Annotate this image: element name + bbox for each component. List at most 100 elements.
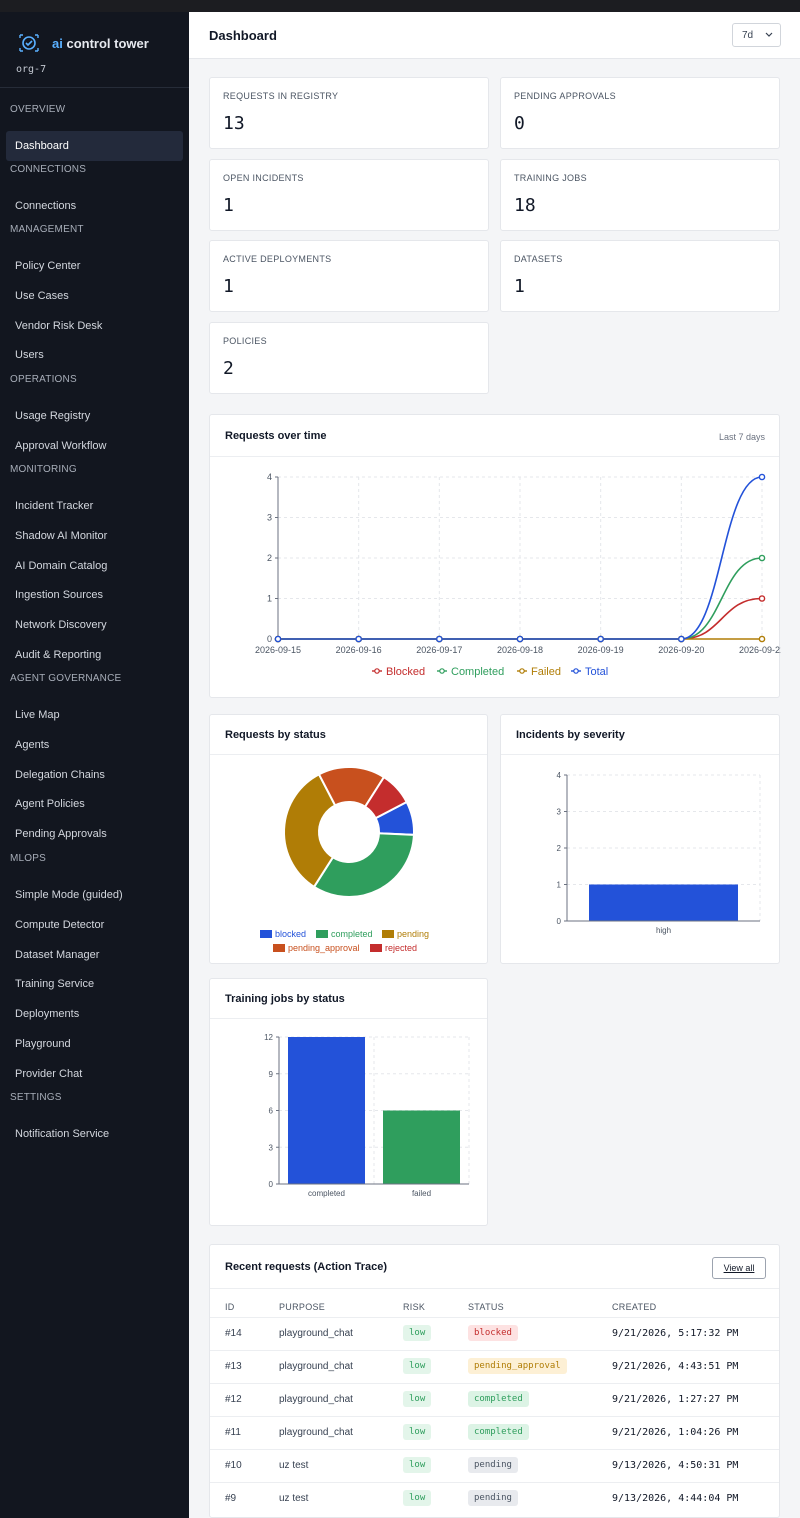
card-header: Requests by status (210, 715, 487, 755)
nav-section-settings: SETTINGS (10, 1092, 62, 1103)
sidebar-item-incident-tracker[interactable]: Incident Tracker (15, 500, 94, 512)
legend-swatch (260, 930, 272, 938)
legend-label-pending-approval: pending_approval (288, 943, 360, 953)
legend-label-completed: completed (331, 929, 373, 939)
stat-label: TRAINING JOBS (514, 172, 587, 183)
x-tick-label: 2026-09-15 (255, 645, 301, 655)
created-timestamp: 9/21/2026, 5:17:32 PM (612, 1328, 739, 1339)
x-tick-label: 2026-09-21 (739, 645, 781, 655)
sidebar-item-audit-reporting[interactable]: Audit & Reporting (15, 649, 102, 661)
legend-marker (439, 668, 445, 674)
sidebar-item-deployments[interactable]: Deployments (15, 1008, 80, 1020)
nav-section-agent-governance: AGENT GOVERNANCE (10, 673, 122, 684)
sidebar-item-policy-center[interactable]: Policy Center (15, 260, 81, 272)
stat-card-open-incidents: OPEN INCIDENTS 1 (209, 158, 489, 231)
sidebar-item-compute-detector[interactable]: Compute Detector (15, 919, 105, 931)
bar-high (589, 884, 738, 921)
legend-marker (374, 668, 380, 674)
sidebar-item-network-discovery[interactable]: Network Discovery (15, 619, 107, 631)
request-id: #11 (225, 1427, 241, 1438)
sidebar-item-ingestion-sources[interactable]: Ingestion Sources (15, 589, 104, 601)
status-badge: pending (468, 1490, 518, 1506)
legend-swatch (316, 930, 328, 938)
sidebar-item-dashboard[interactable]: Dashboard (6, 131, 183, 161)
status-badge: blocked (468, 1325, 518, 1341)
legend-label-blocked: blocked (275, 929, 306, 939)
sidebar-item-shadow-ai-monitor[interactable]: Shadow AI Monitor (15, 530, 108, 542)
request-purpose: playground_chat (279, 1361, 353, 1372)
page-header: Dashboard 7d (189, 12, 800, 59)
stat-label: POLICIES (223, 335, 267, 346)
table-row[interactable]: #10 uz test low pending 9/13/2026, 4:50:31 P… (210, 1449, 779, 1482)
table-row[interactable]: #13 playground_chat low pending_approval 9/2… (210, 1350, 779, 1383)
risk-badge: low (403, 1457, 432, 1473)
sidebar-item-dataset-manager[interactable]: Dataset Manager (15, 949, 100, 961)
view-all-button[interactable]: View all (712, 1257, 766, 1279)
sidebar-item-pending-approvals[interactable]: Pending Approvals (15, 828, 107, 840)
sidebar-item-simple-mode-guided[interactable]: Simple Mode (guided) (15, 889, 123, 901)
sidebar-item-provider-chat[interactable]: Provider Chat (15, 1068, 83, 1080)
sidebar-item-agent-policies[interactable]: Agent Policies (15, 798, 85, 810)
y-tick-label: 3 (269, 1143, 274, 1152)
y-tick-label: 9 (269, 1070, 274, 1079)
status-badge: completed (468, 1391, 529, 1407)
request-purpose: uz test (279, 1460, 309, 1471)
sidebar-item-delegation-chains[interactable]: Delegation Chains (15, 769, 105, 781)
sidebar-item-users[interactable]: Users (15, 349, 44, 361)
status-badge: completed (468, 1424, 529, 1440)
y-tick-label: 0 (267, 634, 272, 644)
sidebar-item-notification-service[interactable]: Notification Service (15, 1128, 110, 1140)
risk-badge: low (403, 1490, 432, 1506)
table-row[interactable]: #12 playground_chat low completed 9/21/2026,… (210, 1383, 779, 1416)
card-header: Incidents by severity (501, 715, 779, 755)
table-row[interactable]: #11 playground_chat low completed 9/21/2026,… (210, 1416, 779, 1449)
y-tick-label: 2 (267, 553, 272, 563)
sidebar-item-connections[interactable]: Connections (15, 200, 77, 212)
x-tick-label: 2026-09-18 (497, 645, 543, 655)
stat-card-pending-approvals: PENDING APPROVALS 0 (500, 77, 780, 149)
sidebar-item-approval-workflow[interactable]: Approval Workflow (15, 440, 107, 452)
legend-label-completed: Completed (451, 666, 504, 678)
legend-swatch (273, 944, 285, 952)
sidebar-item-live-map[interactable]: Live Map (15, 709, 60, 721)
sidebar-item-vendor-risk-desk[interactable]: Vendor Risk Desk (15, 320, 103, 332)
stat-card-training-jobs: TRAINING JOBS 18 (500, 158, 780, 231)
data-point-total (597, 635, 604, 643)
slice-pending (283, 772, 337, 889)
data-point-failed (758, 635, 766, 643)
card-header: Training jobs by status (210, 979, 487, 1019)
y-tick-label: 3 (267, 513, 272, 523)
stat-card-policies: POLICIES 2 (209, 321, 489, 394)
data-point-total (758, 473, 766, 481)
card-header: Requests over time Last 7 days (210, 415, 779, 457)
card-header: Recent requests (Action Trace) View all (210, 1245, 779, 1289)
legend-swatch (370, 944, 382, 952)
column-header-risk: RISK (403, 1302, 426, 1312)
brand-name: ai control tower (52, 35, 149, 51)
stat-value: 1 (514, 276, 525, 297)
page-title: Dashboard (209, 27, 277, 43)
sidebar-item-training-service[interactable]: Training Service (15, 978, 95, 990)
sidebar: ai control tower org-7 OVERVIEW Dashboard… (0, 12, 189, 1518)
sidebar-item-usage-registry[interactable]: Usage Registry (15, 410, 91, 422)
sidebar-item-agents[interactable]: Agents (15, 739, 50, 751)
time-range-select[interactable]: 7d (732, 23, 781, 47)
table-row[interactable]: #14 playground_chat low blocked 9/21/2026, 5… (210, 1317, 779, 1350)
request-purpose: uz test (279, 1493, 309, 1504)
nav-section-connections: CONNECTIONS (10, 164, 87, 175)
legend-label-total: Total (585, 666, 608, 678)
y-tick-label: 6 (269, 1107, 274, 1116)
time-range-value: 7d (742, 29, 754, 41)
sidebar-item-use-cases[interactable]: Use Cases (15, 290, 69, 302)
card-title: Incidents by severity (516, 729, 625, 741)
y-tick-label: 4 (267, 472, 272, 482)
requests-line-chart: 0 1 2 3 4 2026-09-15 2026-09-16 2026-09-17 2026-… (255, 472, 781, 678)
data-point-total (678, 635, 685, 643)
stat-card-datasets: DATASETS 1 (500, 240, 780, 312)
stat-label: DATASETS (514, 254, 563, 264)
table-row[interactable]: #9 uz test low pending 9/13/2026, 4:44:04 PM (210, 1482, 779, 1515)
risk-badge: low (403, 1358, 432, 1374)
stat-value: 18 (514, 194, 536, 216)
sidebar-item-playground[interactable]: Playground (15, 1038, 71, 1050)
sidebar-item-ai-domain-catalog[interactable]: AI Domain Catalog (15, 560, 108, 572)
